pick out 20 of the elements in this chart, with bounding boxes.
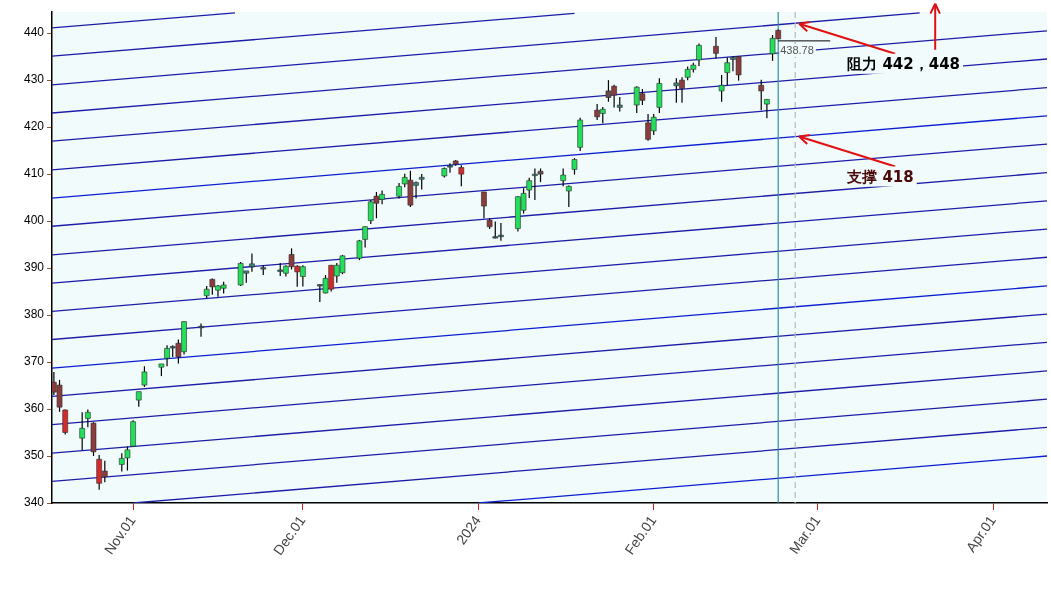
y-tick-label: 380	[23, 307, 45, 322]
candlestick	[249, 252, 255, 273]
y-tick-label: 390	[23, 260, 45, 275]
y-tick-label: 360	[23, 401, 45, 416]
annotation: 支撑 418	[846, 167, 914, 186]
y-tick-label: 440	[23, 25, 45, 40]
candlestick	[79, 411, 85, 451]
candlestick	[447, 162, 453, 174]
y-tick-label: 350	[23, 448, 45, 463]
y-tick-label: 340	[23, 495, 45, 510]
candlestick	[526, 177, 533, 199]
y-tick-label: 430	[23, 72, 45, 87]
candlestick	[713, 36, 719, 60]
y-tick-label: 400	[23, 213, 45, 228]
y-tick-label: 420	[23, 119, 45, 134]
annotation: 438.78	[780, 43, 814, 56]
y-tick-label: 410	[23, 166, 45, 181]
y-tick-label: 370	[23, 354, 45, 369]
candlestick	[481, 191, 487, 219]
annotation: 阻力 442，448	[847, 54, 961, 73]
